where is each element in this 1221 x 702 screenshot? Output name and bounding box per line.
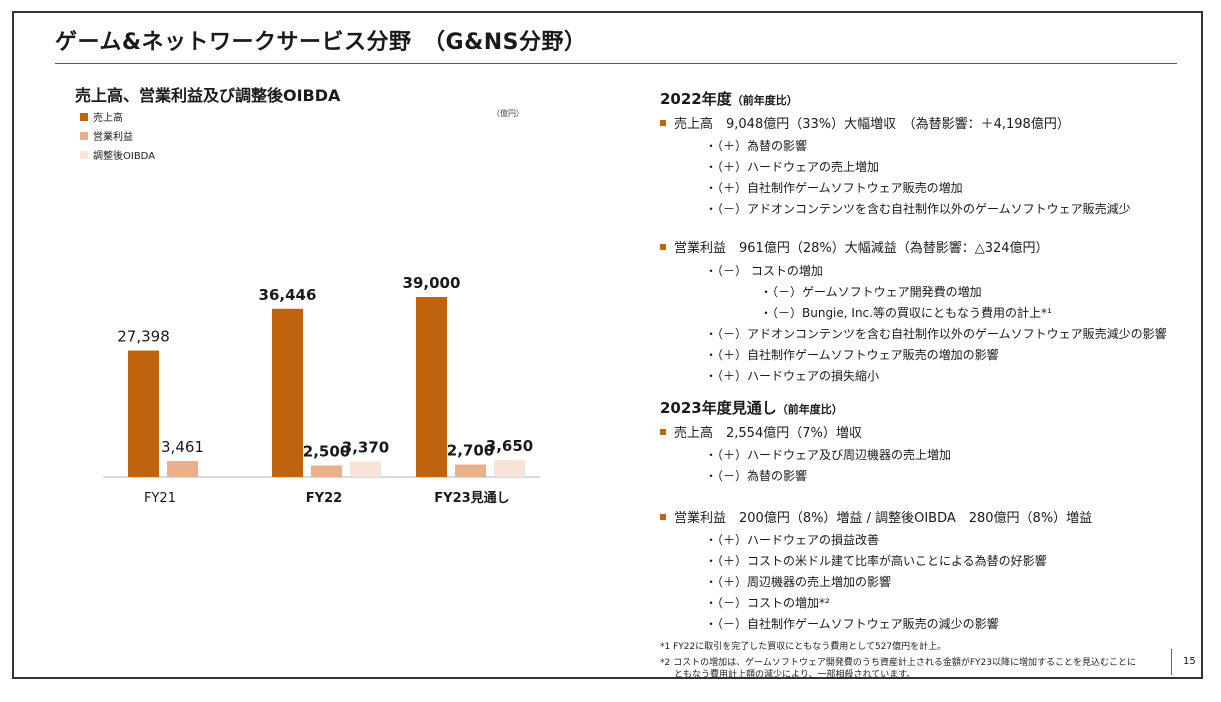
footnote-2-cont: ともなう費用計上額の減少により、一部相殺されています。	[674, 670, 916, 680]
data-label-FY23見通し-売上高: 39,000	[403, 274, 461, 292]
legend-item-oibda: 調整後OIBDA	[80, 145, 155, 164]
legend-swatch-oibda	[80, 150, 88, 159]
bar-FY23見通し-調整後OIBDA	[494, 460, 525, 477]
fy23-sales-text: 売上高 2,554億円（7%）増収	[674, 426, 862, 441]
fy23-heading-text: 2023年度見通し	[660, 399, 777, 417]
chart-unit: （億円）	[492, 109, 524, 118]
fy23-heading: 2023年度見通し（前年度比）	[660, 397, 843, 418]
fy23-heading-sub: （前年度比）	[776, 403, 843, 416]
bar-FY22-売上高	[272, 308, 303, 477]
fy22-profit-item: ・（－）アドオンコンテンツを含む自社制作以外のゲームソフトウェア販売減少の影響	[705, 327, 1167, 341]
fy22-sales-item: ・（＋）為替の影響	[705, 139, 808, 153]
legend-swatch-operating-income	[80, 131, 88, 140]
legend-item-sales: 売上高	[80, 107, 155, 126]
fy22-heading: 2022年度（前年度比）	[660, 88, 798, 109]
data-label-FY23見通し-営業利益: 2,700	[447, 442, 494, 460]
data-label-FY22-調整後OIBDA: 3,370	[342, 438, 389, 456]
data-label-FY23見通し-調整後OIBDA: 3,650	[486, 437, 533, 455]
title-divider	[55, 63, 1177, 64]
fy23-sales-item: ・（－）為替の影響	[705, 469, 808, 483]
category-label-FY22: FY22	[306, 491, 342, 506]
legend-label-operating-income: 営業利益	[93, 132, 133, 143]
fy23-profit-text: 営業利益 200億円（8%）増益 / 調整後OIBDA 280億円（8%）増益	[674, 511, 1093, 526]
fy22-profit-subitem: ・（－）Bungie, Inc.等の買収にともなう費用の計上*¹	[760, 306, 1052, 320]
bullet-square-icon	[660, 119, 666, 126]
bullet-square-icon	[660, 243, 666, 250]
fy22-profit-subitem: ・（－）ゲームソフトウェア開発費の増加	[760, 285, 982, 299]
page-number: 15	[1183, 656, 1196, 667]
footnote-1: *1 FY22に取引を完了した買収にともなう費用として527億円を計上。	[660, 642, 947, 652]
chart-legend: 売上高 営業利益 調整後OIBDA	[80, 107, 155, 164]
fy23-profit-item: ・（＋）周辺機器の売上増加の影響	[705, 575, 892, 589]
fy23-sales-item: ・（＋）ハードウェア及び周辺機器の売上増加	[705, 448, 952, 462]
legend-swatch-sales	[80, 112, 88, 121]
fy22-sales-bullet: 売上高 9,048億円（33%）大幅増収 （為替影響：＋4,198億円）	[660, 113, 1070, 132]
bar-FY23見通し-売上高	[416, 297, 447, 477]
category-label-FY21: FY21	[144, 491, 176, 506]
slide-frame	[12, 11, 1203, 679]
data-label-FY21-売上高: 27,398	[117, 328, 170, 346]
legend-item-operating-income: 営業利益	[80, 126, 155, 145]
fy23-profit-bullet: 営業利益 200億円（8%）増益 / 調整後OIBDA 280億円（8%）増益	[660, 507, 1092, 526]
bar-FY22-営業利益	[311, 465, 342, 477]
data-label-FY22-営業利益: 2,500	[303, 442, 350, 460]
fy22-sales-text: 売上高 9,048億円（33%）大幅増収 （為替影響：＋4,198億円）	[674, 117, 1070, 132]
fy22-sales-item: ・（－）アドオンコンテンツを含む自社制作以外のゲームソフトウェア販売減少	[705, 202, 1131, 216]
fy22-profit-text: 営業利益 961億円（28%）大幅減益（為替影響：△324億円）	[674, 241, 1049, 256]
fy23-profit-item: ・（－）自社制作ゲームソフトウェア販売の減少の影響	[705, 617, 999, 631]
chart-title: 売上高、営業利益及び調整後OIBDA	[75, 86, 341, 105]
fy22-heading-text: 2022年度	[660, 90, 732, 108]
slide-title: ゲーム&ネットワークサービス分野 （G&NS分野）	[55, 30, 587, 55]
bullet-square-icon	[660, 513, 666, 520]
bar-FY21-売上高	[128, 350, 159, 477]
fy23-profit-item: ・（－）コストの増加*²	[705, 596, 830, 610]
fy22-sales-item: ・（＋）自社制作ゲームソフトウェア販売の増加	[705, 181, 963, 195]
fy23-sales-bullet: 売上高 2,554億円（7%）増収	[660, 422, 862, 441]
fy22-profit-bullet: 営業利益 961億円（28%）大幅減益（為替影響：△324億円）	[660, 237, 1049, 256]
footnote-2: *2 コストの増加は、ゲームソフトウェア開発費のうち資産計上される金額がFY23…	[660, 658, 1136, 668]
legend-label-sales: 売上高	[93, 113, 123, 124]
data-label-FY22-売上高: 36,446	[259, 286, 317, 304]
category-label-FY23見通し: FY23見通し	[434, 490, 509, 506]
bar-FY22-調整後OIBDA	[350, 461, 381, 477]
fy23-profit-item: ・（＋）ハードウェアの損益改善	[705, 533, 880, 547]
fy22-sales-item: ・（＋）ハードウェアの売上増加	[705, 160, 880, 174]
bar-FY21-営業利益	[167, 461, 198, 477]
fy22-profit-item: ・（＋）ハードウェアの損失縮小	[705, 369, 880, 383]
data-label-FY21-営業利益: 3,461	[161, 438, 204, 456]
legend-label-oibda: 調整後OIBDA	[93, 151, 156, 162]
bar-FY23見通し-営業利益	[455, 464, 486, 477]
fy22-heading-sub: （前年度比）	[731, 94, 798, 107]
fy23-profit-item: ・（＋）コストの米ドル建て比率が高いことによる為替の好影響	[705, 554, 1047, 568]
fy22-profit-item: ・（＋）自社制作ゲームソフトウェア販売の増加の影響	[705, 348, 999, 362]
bullet-square-icon	[660, 428, 666, 435]
page-number-divider	[1171, 649, 1172, 675]
fy22-profit-item: ・（－） コストの増加	[705, 264, 823, 278]
